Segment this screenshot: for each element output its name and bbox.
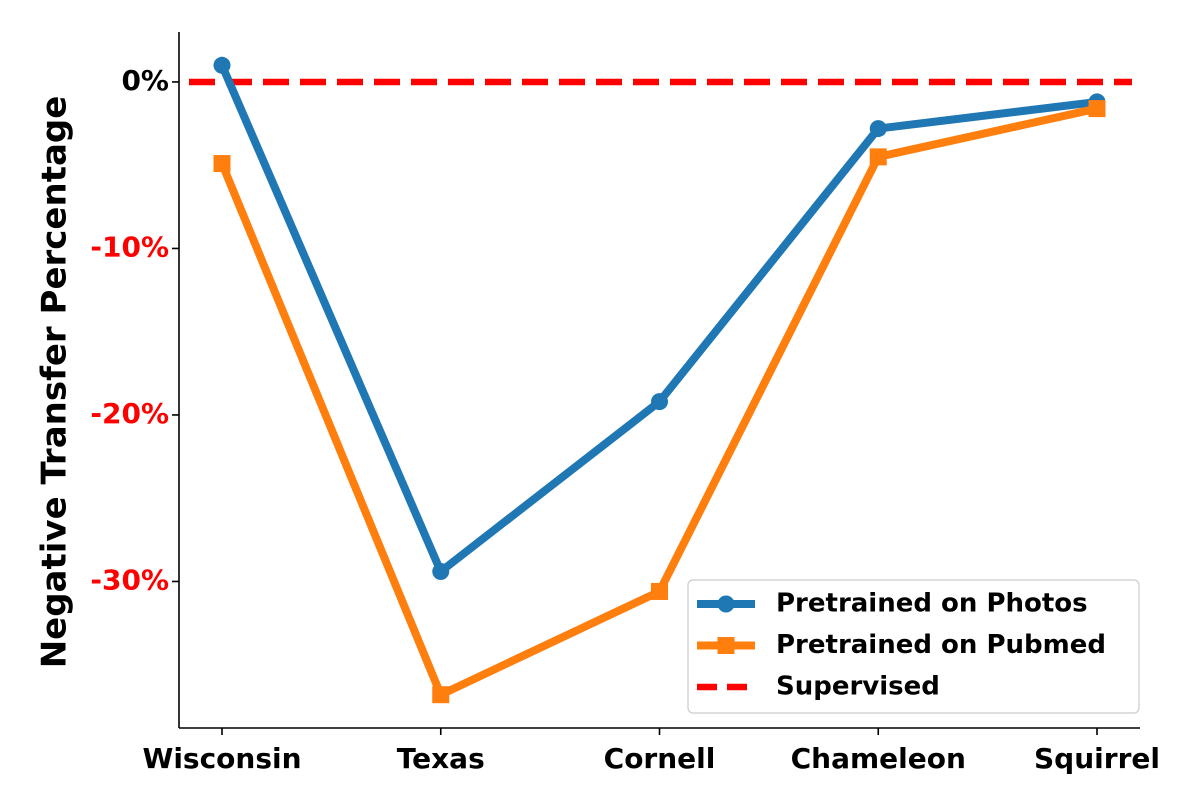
data-point-pubmed-squirrel [1088,100,1106,118]
plot-area [189,56,1132,704]
legend: Pretrained on Photos Pretrained on Pubmed… [687,579,1140,714]
legend-marker-circle [717,595,735,613]
x-tick-label-texas: Texas [397,742,485,775]
legend-label: Pretrained on Photos [776,589,1088,619]
y-tick-label: -30% [90,563,169,596]
data-point-pubmed-chameleon [869,148,887,166]
x-tick-label-cornell: Cornell [604,742,716,775]
legend-label: Pretrained on Pubmed [776,630,1106,660]
legend-label: Supervised [776,672,940,702]
y-tick-label: 0% [121,64,169,97]
data-point-photos-texas [432,562,450,580]
data-point-pubmed-texas [432,686,450,704]
data-point-photos-cornell [651,393,668,411]
x-tick-label-wisconsin: Wisconsin [142,742,301,775]
x-tick-label-chameleon: Chameleon [791,742,966,775]
y-axis-title: Negative Transfer Percentage [35,96,75,669]
data-point-pubmed-wisconsin [213,155,231,173]
x-ticks: Wisconsin Texas Cornell Chameleon Squirrel [142,728,1160,775]
y-tick-label: -10% [90,230,169,263]
data-point-photos-wisconsin [213,56,231,74]
legend-frame [687,579,1140,714]
y-ticks: 0% -10% -20% -30% [90,64,179,596]
data-point-photos-chameleon [869,120,887,138]
data-point-pubmed-cornell [651,582,668,600]
x-tick-label-squirrel: Squirrel [1034,742,1160,775]
y-tick-label: -20% [90,397,169,430]
legend-marker-square [717,637,735,654]
